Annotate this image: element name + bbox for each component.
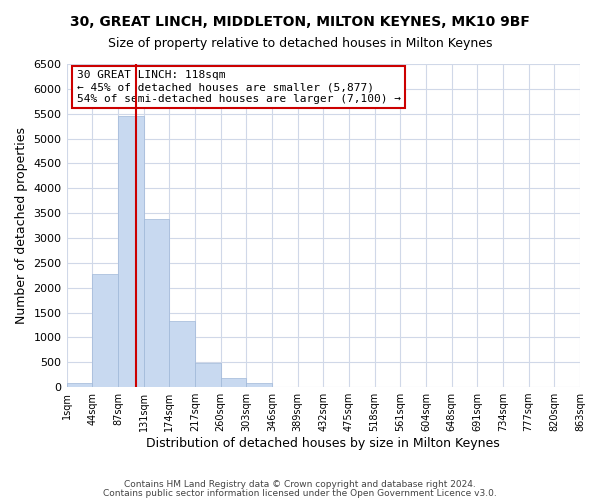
Bar bbox=[67, 383, 92, 387]
Text: 30, GREAT LINCH, MIDDLETON, MILTON KEYNES, MK10 9BF: 30, GREAT LINCH, MIDDLETON, MILTON KEYNE… bbox=[70, 15, 530, 29]
Bar bbox=[169, 322, 195, 387]
Bar bbox=[143, 219, 169, 387]
Y-axis label: Number of detached properties: Number of detached properties bbox=[15, 127, 28, 324]
Bar bbox=[221, 378, 246, 387]
Text: Size of property relative to detached houses in Milton Keynes: Size of property relative to detached ho… bbox=[108, 38, 492, 51]
X-axis label: Distribution of detached houses by size in Milton Keynes: Distribution of detached houses by size … bbox=[146, 437, 500, 450]
Bar bbox=[246, 383, 272, 387]
Bar bbox=[118, 116, 143, 387]
Text: Contains HM Land Registry data © Crown copyright and database right 2024.: Contains HM Land Registry data © Crown c… bbox=[124, 480, 476, 489]
Bar bbox=[195, 363, 221, 387]
Bar bbox=[92, 274, 118, 387]
Text: Contains public sector information licensed under the Open Government Licence v3: Contains public sector information licen… bbox=[103, 489, 497, 498]
Text: 30 GREAT LINCH: 118sqm
← 45% of detached houses are smaller (5,877)
54% of semi-: 30 GREAT LINCH: 118sqm ← 45% of detached… bbox=[77, 70, 401, 104]
